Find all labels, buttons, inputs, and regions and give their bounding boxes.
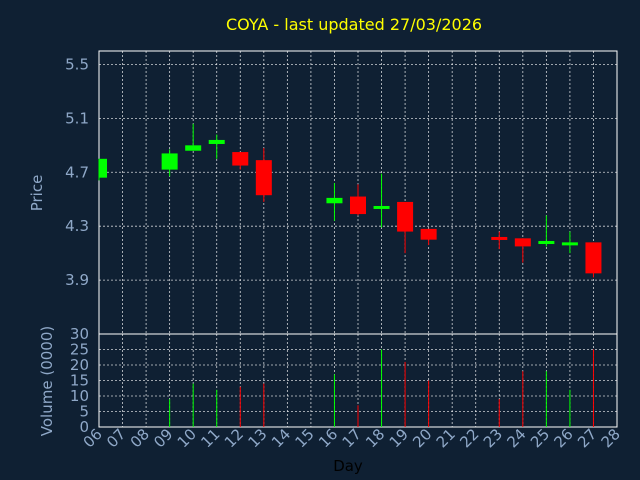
- candle-body: [255, 160, 272, 196]
- x-tick-label: 24: [503, 425, 529, 451]
- candle: [561, 231, 578, 254]
- x-tick-label: 28: [598, 425, 624, 451]
- price-panel: 5.5 5.1 4.7 4.3 3.9: [65, 50, 618, 335]
- x-tick-label: 25: [527, 425, 553, 451]
- x-tick-label: 13: [244, 425, 270, 451]
- x-tick-label: 19: [386, 425, 412, 451]
- volume-tick-label: 25: [70, 341, 89, 359]
- candle: [185, 123, 202, 151]
- candle-body: [232, 152, 249, 166]
- candle: [255, 148, 272, 202]
- candle: [98, 158, 107, 181]
- candle: [350, 184, 366, 216]
- x-tick-label: 27: [574, 425, 600, 451]
- candle-body: [326, 197, 343, 204]
- candle: [514, 238, 531, 263]
- candle: [232, 152, 249, 170]
- candle-body: [350, 196, 366, 215]
- candle-body: [514, 238, 531, 247]
- candle: [373, 173, 390, 228]
- price-tick-label: 4.7: [65, 163, 89, 181]
- x-tick-label: 12: [221, 425, 247, 451]
- price-tick-label: 5.1: [65, 109, 89, 127]
- price-tick-label: 5.5: [65, 55, 89, 73]
- price-tick-label: 4.3: [65, 217, 89, 235]
- x-tick-label: 08: [127, 425, 153, 451]
- candle: [420, 228, 437, 246]
- candle-body: [161, 153, 178, 170]
- x-axis-label: Day: [333, 457, 363, 475]
- x-tick-label: 26: [551, 425, 577, 451]
- candle-body: [491, 236, 508, 240]
- volume-tick-label: 10: [70, 387, 89, 405]
- candle: [538, 215, 555, 247]
- volume-axis-label: Volume (0000): [38, 326, 56, 436]
- x-tick-label: 10: [174, 425, 200, 451]
- candle-body: [538, 241, 555, 245]
- candle: [491, 231, 508, 250]
- price-tick-label: 3.9: [65, 271, 89, 289]
- price-axis-label: Price: [28, 175, 46, 212]
- x-tick-label: 09: [150, 425, 176, 451]
- candle-body: [420, 228, 437, 240]
- x-tick-label: 14: [268, 425, 294, 451]
- candle-body: [208, 139, 225, 144]
- candle-body: [397, 201, 414, 232]
- volume-tick-label: 20: [70, 356, 89, 374]
- candle: [585, 242, 602, 278]
- x-tick-label: 23: [480, 425, 506, 451]
- candle-body: [585, 242, 602, 274]
- chart-title: COYA - last updated 27/03/2026: [226, 15, 482, 34]
- candle: [161, 149, 178, 177]
- x-tick-label: 22: [456, 425, 482, 451]
- candle-body: [185, 145, 202, 151]
- volume-tick-label: 15: [70, 372, 89, 390]
- volume-panel: 3025201510500607080910111213141516171819…: [70, 325, 624, 451]
- x-tick-label: 17: [339, 425, 365, 451]
- candle: [397, 201, 414, 254]
- candle-body: [373, 205, 390, 209]
- x-tick-label: 16: [315, 425, 341, 451]
- volume-tick-label: 30: [70, 325, 89, 343]
- volume-tick-label: 5: [79, 403, 89, 421]
- x-tick-label: 20: [409, 425, 435, 451]
- x-tick-label: 15: [292, 425, 318, 451]
- candle-body: [561, 242, 578, 246]
- x-tick-label: 07: [103, 425, 129, 451]
- x-tick-label: 11: [197, 425, 223, 451]
- candle: [208, 134, 225, 159]
- volume-tick-label: 0: [79, 418, 89, 436]
- candle: [326, 183, 343, 221]
- x-tick-label: 21: [433, 425, 459, 451]
- candle-body: [99, 158, 107, 178]
- x-tick-label: 18: [362, 425, 388, 451]
